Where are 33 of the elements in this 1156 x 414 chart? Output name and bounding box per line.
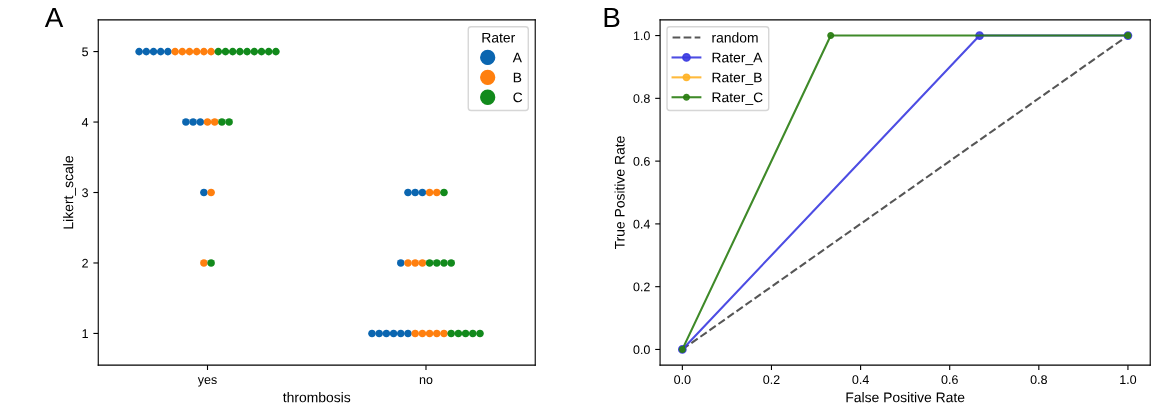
legend-label: Rater_B [712,72,762,85]
legend-label: Rater_A [712,52,763,66]
y-tick-label: 2 [82,258,88,268]
x-tick-label: 0.2 [763,375,780,385]
legend-label: B [513,72,522,83]
legend-label: Rater_C [712,92,763,105]
x-tick-label: no [419,377,433,385]
y-tick-label: 0.6 [633,156,650,166]
x-axis-title: thrombosis [282,392,351,403]
x-axis-title: False Positive Rate [846,392,965,403]
x-tick-label: yes [197,377,217,387]
x-tick-label: 0.0 [674,375,691,385]
y-tick-label: 3 [82,188,88,198]
legend-label: C [513,92,523,103]
x-tick-label: 0.4 [852,375,869,385]
legend-title: Rater [482,32,516,43]
y-axis-title: Likert_scale [63,156,76,229]
x-tick-label: 1.0 [1120,375,1137,385]
y-tick-label: 5 [82,47,89,57]
y-tick-label: 1 [82,329,88,338]
y-tick-label: 0.2 [633,282,650,292]
y-tick-label: 1.0 [633,31,650,41]
y-tick-label: 0.0 [633,345,650,355]
y-tick-label: 4 [81,117,89,127]
y-tick-label: 0.4 [633,219,650,229]
x-tick-label: 0.6 [941,375,958,385]
legend-label: random [712,32,758,43]
x-tick-label: 0.8 [1030,375,1047,385]
legend-label: A [512,52,522,63]
chart-title: A [44,7,64,28]
y-axis-title: True Positive Rate [614,136,625,250]
chart-title: B [604,7,620,28]
y-tick-label: 0.8 [633,94,650,103]
